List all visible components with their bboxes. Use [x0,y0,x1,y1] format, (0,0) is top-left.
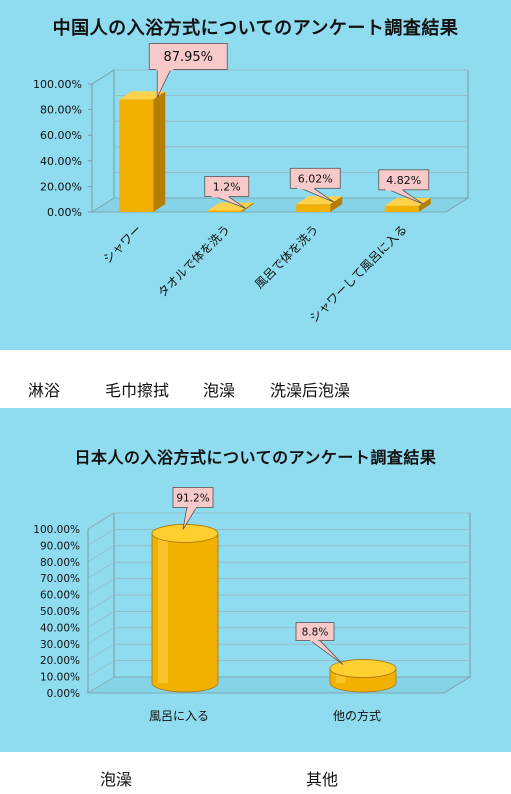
bar-top [207,202,254,211]
chart-title: 中国人の入浴方式についてのアンケート調査結果 [52,18,459,39]
chart-floor [86,676,472,694]
callout-box [148,43,228,70]
callout-joint [156,67,174,71]
data-label: 1.2% [213,180,241,193]
gridline-depth [87,676,115,694]
data-label: 6.02% [298,172,333,185]
data-label: 4.82% [386,174,421,187]
bar-side [153,91,166,212]
y-tick-label: 40.00% [40,622,80,634]
bar-top [296,196,343,205]
gridline-depth [87,545,115,563]
bar-top [329,659,397,678]
gridline-depth [87,627,115,645]
bar [207,210,242,212]
chart-panel-china: 中国人の入浴方式についてのアンケート調査結果 0.00% 20.00% 40.00%… [0,0,511,350]
y-tick-label: 100.00% [33,78,82,91]
y-tick-label: 30.00% [40,639,80,651]
bar-side [241,202,254,212]
chart-title: 日本人の入浴方式についてのアンケート調査結果 [74,448,437,467]
gridline-depth [87,529,115,546]
bar-chart-china: 0.00% 20.00% 40.00% 60.00% 80.00% 100.00% 87.9… [33,43,470,325]
caption-shower-then-bath: 洗澡后泡澡 [270,381,351,400]
caption-row-japan: 泡澡 其他 [0,752,511,794]
callout-box [289,167,341,189]
data-label: 87.95% [163,50,213,65]
y-tick-label: 90.00% [40,540,80,552]
y-tick-label: 60.00% [40,590,80,602]
y-tick-label: 20.00% [40,180,82,193]
bar [296,204,331,212]
bar-side [418,197,431,212]
gridline-depth [87,660,115,677]
gridline-depth [87,512,115,530]
bar-top [119,91,166,100]
callout-joint [188,505,196,509]
callout-joint [297,186,315,190]
y-tick-label: 0.00% [47,206,82,219]
bar-top [151,524,219,543]
x-category-label: タオルで体を洗う [155,222,233,300]
axis-depth-line [91,69,115,85]
bar-highlight [336,668,346,683]
bar [119,99,154,212]
caption-towel: 毛巾擦拭 [105,381,170,400]
y-tick-label: 70.00% [40,573,80,585]
y-tick-label: 20.00% [40,655,80,667]
x-category-label: 風呂で体を洗う [252,222,321,291]
callout-joint [385,187,403,191]
caption-row-china: 淋浴 毛巾擦拭 泡澡 洗澡后泡澡 [0,350,511,406]
callout-box [378,169,430,191]
gridline-depth [87,594,115,612]
x-category-label: 風呂に入る [149,709,209,723]
bar [151,533,219,693]
gridline-depth [87,578,115,595]
data-label: 91.2% [176,492,209,504]
gridline-depth [87,611,115,628]
y-tick-label: 60.00% [40,129,82,142]
y-tick-label: 40.00% [40,155,82,168]
x-category-label: 他の方式 [333,708,381,723]
callout-joint [211,194,229,198]
data-label: 8.8% [302,627,329,639]
gridline-depth [87,643,115,661]
y-tick-label: 80.00% [40,557,80,569]
callout-joint [310,638,318,642]
y-tick-label: 100.00% [33,524,80,536]
x-category-label: シャワー [101,222,145,266]
caption-bath: 泡澡 [203,381,236,400]
y-tick-label: 80.00% [40,104,82,117]
bar-side [330,196,343,212]
caption-bath: 泡澡 [100,770,133,789]
bar-chart-japan: 0.00% 10.00% 20.00% 30.00% 40.00% 50.00% 60.00… [33,487,472,723]
y-tick-label: 50.00% [40,606,80,618]
caption-shower: 淋浴 [28,381,61,400]
bar-top [384,197,431,206]
y-tick-label: 0.00% [47,688,80,700]
bar-highlight [158,533,168,683]
y-tick-label: 10.00% [40,672,80,684]
gridline-depth [87,561,115,579]
caption-other: 其他 [306,770,339,789]
bar [384,205,419,212]
x-category-label: シャワーして風呂に入る [307,222,410,325]
chart-panel-japan: 日本人の入浴方式についてのアンケート調査結果 0.00% 10.00% 20.00%… [0,408,511,752]
